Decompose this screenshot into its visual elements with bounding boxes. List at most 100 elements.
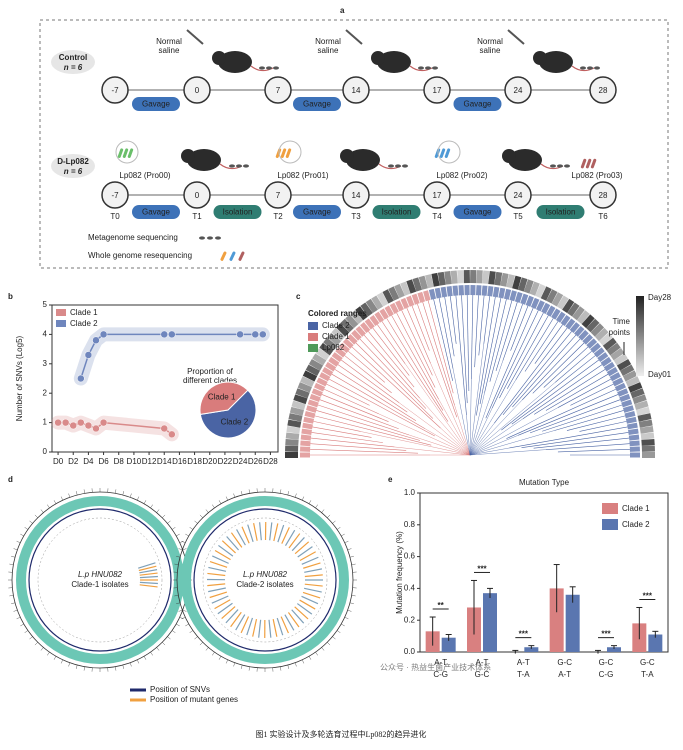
- x-tick-label: C-G: [599, 670, 614, 679]
- time-ring: [305, 364, 321, 377]
- tree-label-band: [481, 285, 488, 296]
- step-pill: [372, 205, 421, 219]
- point: [54, 418, 62, 427]
- tree-label-band: [498, 287, 506, 299]
- tree-label-band: [395, 300, 404, 312]
- mutant-gene: [280, 616, 289, 634]
- tree-label-band: [619, 393, 631, 403]
- tree-branch: [324, 388, 379, 415]
- mutant-gene: [258, 619, 262, 638]
- snv-ring: [28, 508, 172, 652]
- time-ring: [335, 323, 350, 337]
- feces: [259, 66, 265, 70]
- time-ring: [476, 270, 483, 284]
- y-tick-label: 0.0: [404, 647, 416, 656]
- bar: [441, 637, 456, 652]
- panel-label: b: [8, 292, 13, 301]
- tree-branch: [427, 300, 454, 394]
- time-ring: [556, 295, 569, 310]
- tree-label-band: [328, 356, 340, 367]
- feces: [550, 164, 556, 168]
- tree-branch: [461, 295, 468, 404]
- timepoint: [101, 76, 129, 104]
- tree-stem: [454, 405, 471, 456]
- tree-branch: [326, 383, 370, 406]
- time-ring: [640, 432, 655, 440]
- tree-label-band: [560, 314, 571, 327]
- mutant-gene: [211, 555, 229, 564]
- legend-label: Position of SNVs: [150, 685, 210, 694]
- timepoint-label: -7: [111, 86, 119, 95]
- genome-tick: [179, 540, 184, 543]
- time-ring: [625, 376, 640, 388]
- x-tick-label: D2: [68, 457, 79, 466]
- time-ring: [529, 281, 540, 296]
- time-ring: [450, 270, 458, 284]
- genome-tick: [16, 617, 21, 620]
- strain-icon: [285, 148, 292, 158]
- tree-label-band: [342, 338, 354, 349]
- time-ring: [289, 406, 304, 416]
- tree-branch: [557, 449, 630, 453]
- timepoint-label: 28: [599, 86, 608, 95]
- tree-stem: [409, 434, 471, 456]
- gc-ring: [16, 496, 184, 664]
- tree-label-band: [541, 302, 551, 314]
- genome-tick: [24, 630, 29, 633]
- time-ring: [590, 323, 605, 337]
- time-ring: [540, 286, 552, 301]
- bar: [648, 634, 663, 652]
- x-tick-label: G-C: [599, 658, 614, 667]
- mutant-gene: [259, 522, 262, 541]
- panel-label: e: [388, 475, 393, 484]
- genome-tick: [302, 496, 305, 501]
- genome-tick: [143, 656, 147, 660]
- tree-branch: [433, 299, 454, 382]
- tree-label-band: [530, 297, 540, 309]
- genome-tick: [344, 617, 349, 620]
- tree-label-band: [389, 302, 399, 314]
- inset-title: Proportion of: [187, 367, 234, 376]
- tree-label-band: [628, 434, 640, 441]
- step-pill: [453, 205, 502, 219]
- mutant-gene: [240, 616, 250, 634]
- strain-icon: [585, 158, 592, 169]
- timepoint: [504, 76, 532, 104]
- time-ring: [606, 342, 621, 356]
- group-n: n = 6: [64, 167, 83, 176]
- x-tick-label: T-A: [517, 670, 530, 679]
- genome-tick: [150, 651, 153, 656]
- tree-stem: [469, 407, 493, 456]
- mutant-gene: [301, 556, 319, 565]
- tree-branch: [310, 443, 407, 451]
- timepoint: [183, 181, 211, 209]
- time-ring: [388, 286, 400, 301]
- tree-stem: [469, 379, 472, 456]
- mutant-gene: [288, 533, 301, 549]
- genome-tick: [199, 642, 203, 646]
- strain-dish: [437, 140, 461, 164]
- legend-label: Whole genome resequencing: [88, 251, 192, 260]
- tree-branch: [542, 404, 623, 432]
- y-tick-label: 0.6: [404, 552, 416, 561]
- tree-label-band: [492, 286, 500, 298]
- mouse-head: [181, 149, 195, 163]
- genome-tick: [122, 491, 125, 496]
- tree-stem: [469, 418, 523, 456]
- genome-tick: [162, 642, 166, 646]
- tree-branch: [476, 296, 496, 416]
- tree-branch: [522, 338, 581, 401]
- genome-tick: [115, 666, 117, 671]
- mutant-gene: [138, 562, 156, 569]
- genome-tick: [156, 509, 160, 513]
- mutant-gene: [284, 614, 295, 631]
- injection-label: Normal: [156, 37, 182, 46]
- strain-dish: [278, 140, 302, 164]
- tree-stem: [425, 428, 471, 456]
- panel-frame: [39, 19, 669, 269]
- mouse: [539, 51, 573, 73]
- genome-tick: [218, 656, 222, 660]
- tree-branch: [518, 394, 619, 436]
- time-ring: [506, 274, 515, 289]
- time-ring: [637, 413, 652, 422]
